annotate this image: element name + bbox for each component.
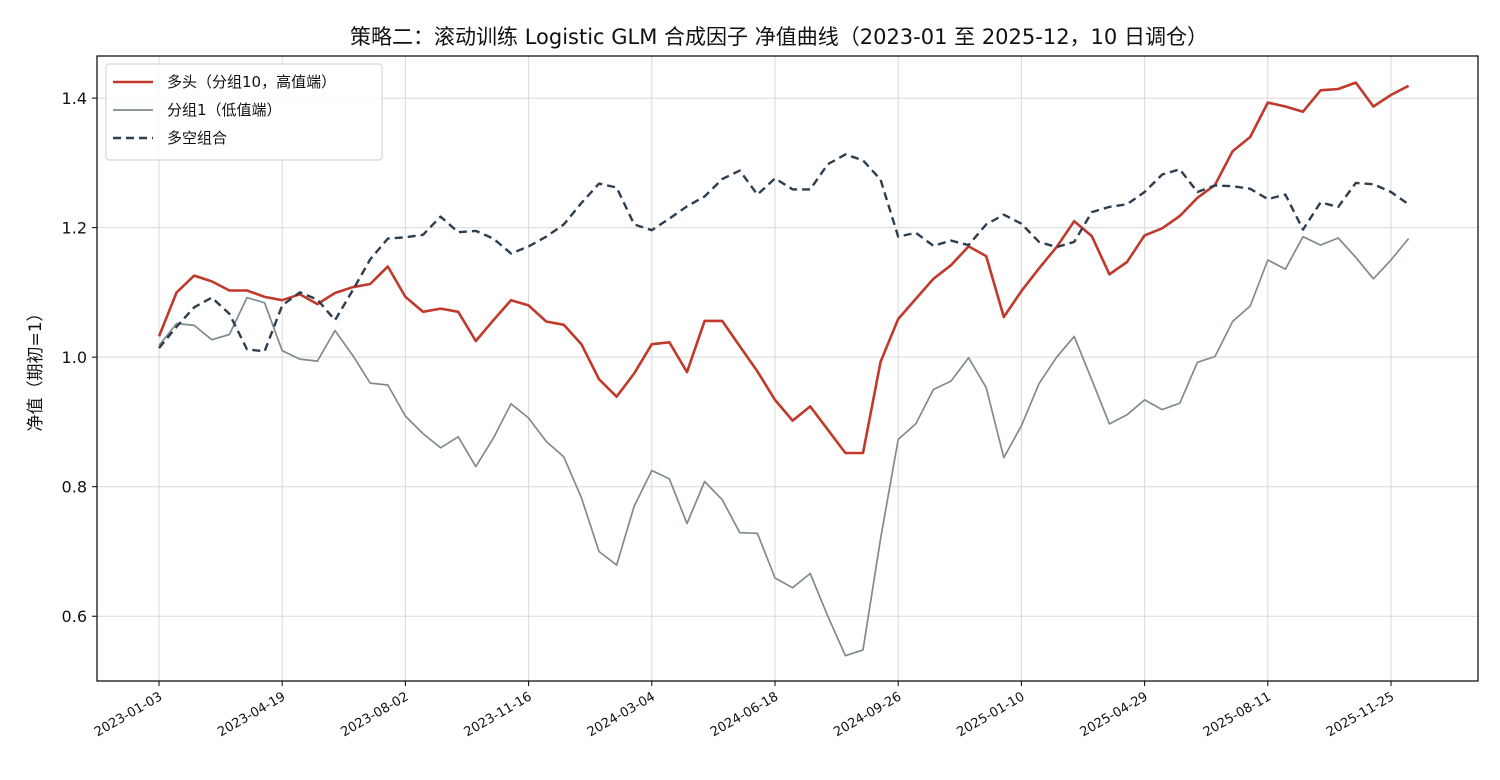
y-axis-label: 净值（期初=1）: [26, 304, 46, 431]
series-line-2: [158, 235, 1410, 657]
x-axis: 2023-01-03 2023-04-19 2023-08-02 2023-11-16…: [92, 681, 1397, 740]
series-line-1: [157, 81, 1410, 455]
x-tick-label: 2025-08-11: [1201, 689, 1274, 740]
plot-frame: [96, 55, 1479, 682]
x-tick-label: 2023-04-19: [215, 689, 288, 740]
legend-box: [105, 63, 383, 161]
x-tick-label: 2023-11-16: [462, 689, 535, 740]
legend-label: 分组1（低值端）: [167, 101, 282, 119]
y-tick-label: 0.8: [62, 478, 87, 497]
chart-title: 策略二：滚动训练 Logistic GLM 合成因子 净值曲线（2023-01 …: [350, 25, 1208, 49]
x-tick-label: 2025-11-25: [1324, 689, 1397, 740]
y-tick-label: 1.4: [62, 89, 87, 108]
legend-label: 多头（分组10，高值端）: [167, 73, 336, 91]
y-axis: 0.6 0.8 1.0 1.2 1.4: [62, 89, 97, 626]
x-tick-label: 2023-08-02: [338, 689, 411, 740]
x-tick-label: 2024-03-04: [585, 689, 658, 740]
y-tick-label: 1.2: [62, 219, 87, 238]
x-tick-label: 2024-09-26: [831, 689, 904, 740]
legend: 多头（分组10，高值端） 分组1（低值端） 多空组合: [105, 63, 383, 161]
x-tick-label: 2023-01-03: [92, 689, 165, 740]
x-tick-label: 2025-04-29: [1078, 689, 1151, 740]
y-tick-label: 1.0: [62, 348, 87, 367]
x-tick-label: 2024-06-18: [708, 689, 781, 740]
legend-label: 多空组合: [167, 129, 227, 147]
y-tick-label: 0.6: [62, 607, 87, 626]
series-layer: [157, 81, 1410, 657]
x-tick-label: 2025-01-10: [954, 689, 1027, 740]
series-line-3: [158, 153, 1410, 353]
